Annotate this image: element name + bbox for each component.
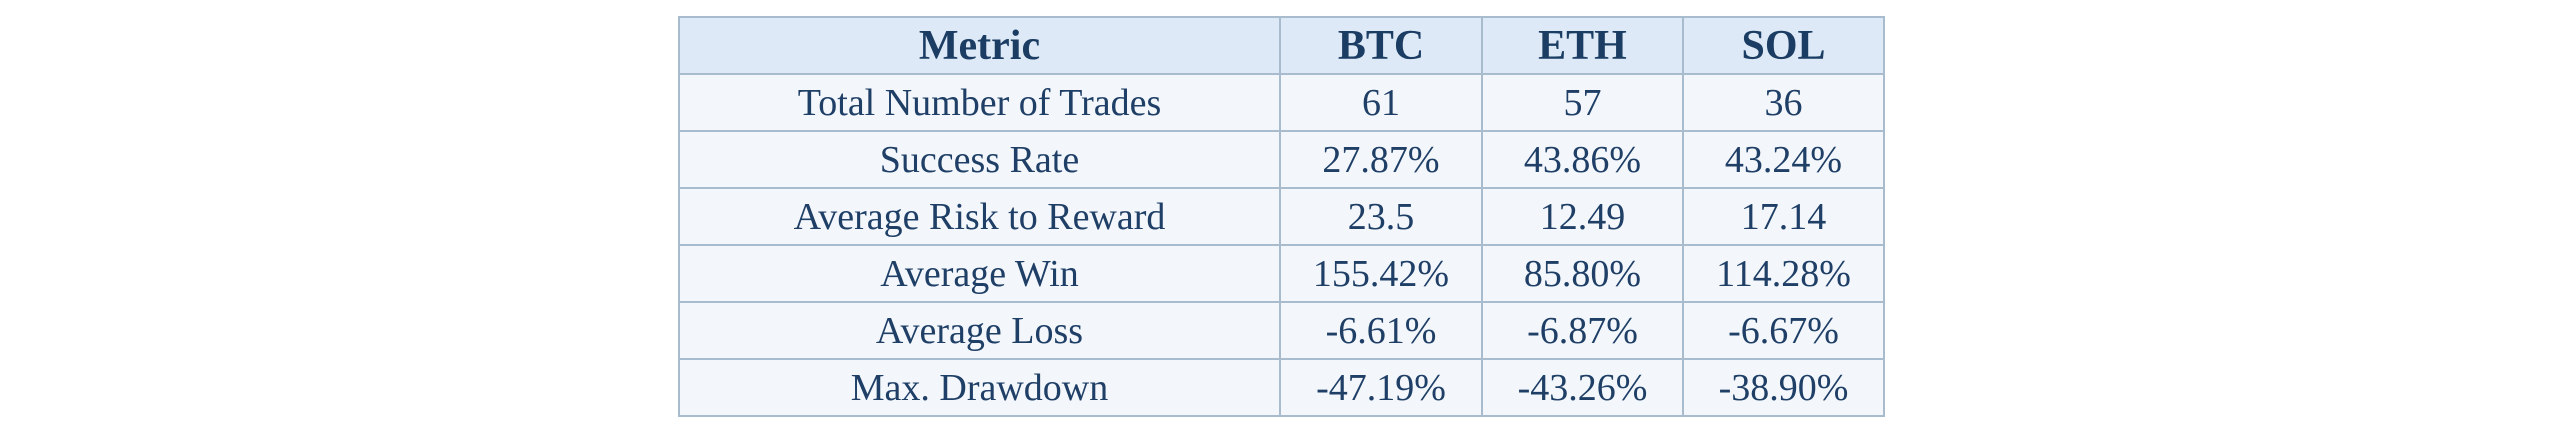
header-row: Metric BTC ETH SOL	[678, 16, 1885, 75]
sol-value: 17.14	[1682, 187, 1885, 246]
eth-value: 12.49	[1481, 187, 1684, 246]
eth-value: -6.87%	[1481, 301, 1684, 360]
btc-value: -6.61%	[1279, 301, 1483, 360]
header-btc: BTC	[1279, 16, 1483, 75]
table-row: Max. Drawdown -47.19% -43.26% -38.90%	[678, 358, 1885, 417]
metric-label: Average Risk to Reward	[678, 187, 1281, 246]
table-row: Average Risk to Reward 23.5 12.49 17.14	[678, 187, 1885, 246]
btc-value: 23.5	[1279, 187, 1483, 246]
metric-label: Average Win	[678, 244, 1281, 303]
eth-value: -43.26%	[1481, 358, 1684, 417]
eth-value: 43.86%	[1481, 130, 1684, 189]
table-row: Average Win 155.42% 85.80% 114.28%	[678, 244, 1885, 303]
metric-label: Average Loss	[678, 301, 1281, 360]
metric-label: Success Rate	[678, 130, 1281, 189]
btc-value: -47.19%	[1279, 358, 1483, 417]
sol-value: 114.28%	[1682, 244, 1885, 303]
eth-value: 85.80%	[1481, 244, 1684, 303]
table-row: Total Number of Trades 61 57 36	[678, 73, 1885, 132]
btc-value: 61	[1279, 73, 1483, 132]
eth-value: 57	[1481, 73, 1684, 132]
sol-value: -6.67%	[1682, 301, 1885, 360]
header-eth: ETH	[1481, 16, 1684, 75]
metrics-table-container: Metric BTC ETH SOL Total Number of Trade…	[678, 16, 1885, 417]
btc-value: 155.42%	[1279, 244, 1483, 303]
sol-value: 43.24%	[1682, 130, 1885, 189]
metrics-table: Metric BTC ETH SOL Total Number of Trade…	[678, 16, 1885, 417]
metric-label: Max. Drawdown	[678, 358, 1281, 417]
metric-label: Total Number of Trades	[678, 73, 1281, 132]
sol-value: -38.90%	[1682, 358, 1885, 417]
header-metric: Metric	[678, 16, 1281, 75]
table-row: Success Rate 27.87% 43.86% 43.24%	[678, 130, 1885, 189]
table-row: Average Loss -6.61% -6.87% -6.67%	[678, 301, 1885, 360]
btc-value: 27.87%	[1279, 130, 1483, 189]
header-sol: SOL	[1682, 16, 1885, 75]
sol-value: 36	[1682, 73, 1885, 132]
